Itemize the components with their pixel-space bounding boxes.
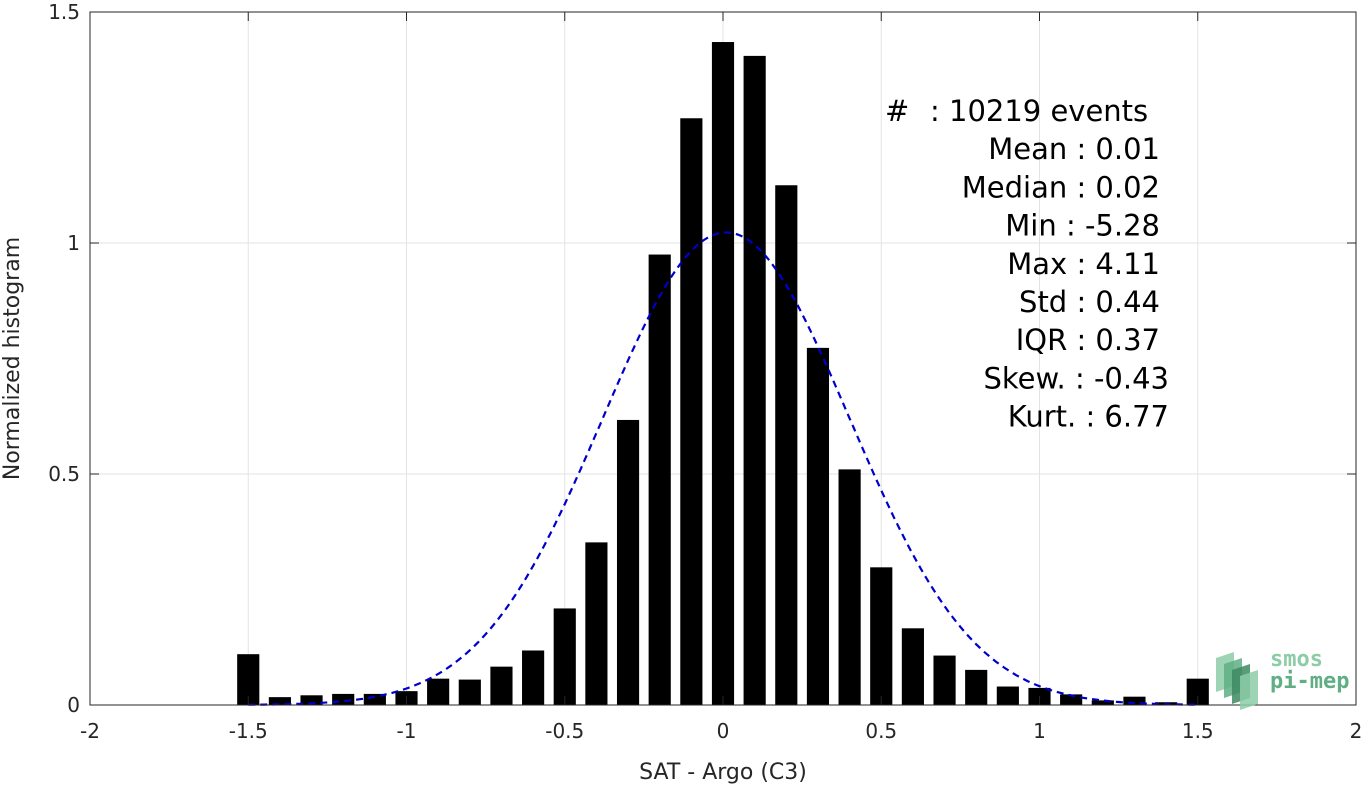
histogram-bar-26 <box>1060 694 1083 705</box>
y-axis-label: Normalized histogram <box>0 237 25 480</box>
logo-mark-icon <box>1216 652 1258 710</box>
stat-line-0: # : 10219 events <box>885 94 1148 128</box>
histogram-bar-28 <box>1123 696 1146 705</box>
histogram-bar-11 <box>585 542 608 705</box>
smos-pi-mep-logo: smos pi-mep <box>1216 647 1349 710</box>
x-tick-label-1: -1.5 <box>229 719 268 743</box>
x-tick-label-8: 2 <box>1350 719 1363 743</box>
stat-label-4: Max <box>1007 247 1076 281</box>
logo-line-2: pi-mep <box>1270 669 1349 694</box>
stats-annotation: # : 10219 events Mean : 0.01 Median : 0.02… <box>885 94 1169 434</box>
histogram-bar-6 <box>427 678 450 705</box>
stat-label-7: Skew. <box>983 361 1075 395</box>
stat-label-8: Kurt. <box>1008 400 1086 434</box>
histogram-bar-13 <box>648 254 671 706</box>
histogram-bar-23 <box>965 669 988 705</box>
histogram-bar-17 <box>775 185 798 705</box>
stat-line-5: Std : 0.44 <box>1019 285 1160 319</box>
x-tick-label-7: 1.5 <box>1182 719 1214 743</box>
histogram-bar-9 <box>522 650 545 705</box>
histogram-bar-12 <box>616 419 640 705</box>
histogram-bar-27 <box>1091 700 1114 705</box>
x-tick-label-0: -2 <box>80 719 100 743</box>
stat-label-5: Std <box>1019 285 1076 319</box>
histogram-bars <box>237 42 1209 706</box>
y-tick-label-1: 0.5 <box>48 462 80 486</box>
histogram-bar-24 <box>996 686 1019 705</box>
stat-line-2: Median : 0.02 <box>962 170 1160 204</box>
histogram-bar-20 <box>870 567 893 705</box>
stat-value-0: : 10219 events <box>930 94 1148 128</box>
x-tick-label-6: 1 <box>1033 719 1046 743</box>
x-axis-label: SAT - Argo (C3) <box>639 760 807 785</box>
stat-value-5: : 0.44 <box>1076 285 1160 319</box>
histogram-bar-7 <box>458 679 481 705</box>
x-tick-label-3: -0.5 <box>545 719 584 743</box>
y-tick-labels: 0 0.5 1 1.5 <box>48 0 80 717</box>
stat-label-3: Min <box>1005 209 1066 243</box>
x-tick-label-5: 0.5 <box>865 719 897 743</box>
logo-line-1: smos <box>1270 647 1323 672</box>
histogram-bar-30 <box>1186 678 1209 705</box>
histogram-bar-16 <box>743 55 766 705</box>
histogram-bar-3 <box>332 693 355 705</box>
histogram-bar-0 <box>237 654 260 705</box>
histogram-bar-21 <box>901 628 924 705</box>
stat-value-2: : 0.02 <box>1076 170 1160 204</box>
stat-value-8: : 6.77 <box>1085 400 1169 434</box>
x-tick-label-2: -1 <box>397 719 417 743</box>
stat-value-4: : 4.11 <box>1076 247 1160 281</box>
histogram-bar-8 <box>490 666 513 705</box>
stat-line-7: Skew. : -0.43 <box>983 361 1169 395</box>
histogram-bar-14 <box>680 118 703 705</box>
y-tick-label-3: 1.5 <box>48 0 80 24</box>
x-tick-label-4: 0 <box>717 719 730 743</box>
axis-ticks <box>89 11 1357 706</box>
stat-label-1: Mean <box>988 132 1076 166</box>
stat-label-0: # <box>885 94 919 128</box>
stat-line-6: IQR : 0.37 <box>1016 323 1160 357</box>
stat-value-1: : 0.01 <box>1076 132 1160 166</box>
histogram-bar-4 <box>363 693 386 705</box>
histogram-bar-19 <box>838 469 861 705</box>
stat-label-6: IQR <box>1016 323 1077 357</box>
stat-label-2: Median <box>962 170 1077 204</box>
stat-value-6: : 0.37 <box>1076 323 1160 357</box>
gaussian-fit-line <box>248 231 1198 706</box>
y-tick-label-0: 0 <box>67 693 80 717</box>
y-tick-label-2: 1 <box>67 231 80 255</box>
histogram-bar-18 <box>806 347 830 705</box>
histogram-bar-10 <box>553 608 576 705</box>
histogram-bar-15 <box>711 42 735 705</box>
x-tick-labels: -2 -1.5 -1 -0.5 0 0.5 1 1.5 2 <box>80 719 1362 743</box>
stat-line-4: Max : 4.11 <box>1007 247 1160 281</box>
stat-value-7: : -0.43 <box>1075 361 1169 395</box>
stat-line-1: Mean : 0.01 <box>988 132 1160 166</box>
stat-line-3: Min : -5.28 <box>1005 209 1160 243</box>
histogram-bar-22 <box>933 655 956 705</box>
logo-layer-3 <box>1240 670 1258 710</box>
histogram-bar-1 <box>268 697 291 705</box>
stat-line-8: Kurt. : 6.77 <box>1008 400 1169 434</box>
stat-value-3: : -5.28 <box>1066 209 1160 243</box>
histogram-bar-2 <box>300 695 323 705</box>
